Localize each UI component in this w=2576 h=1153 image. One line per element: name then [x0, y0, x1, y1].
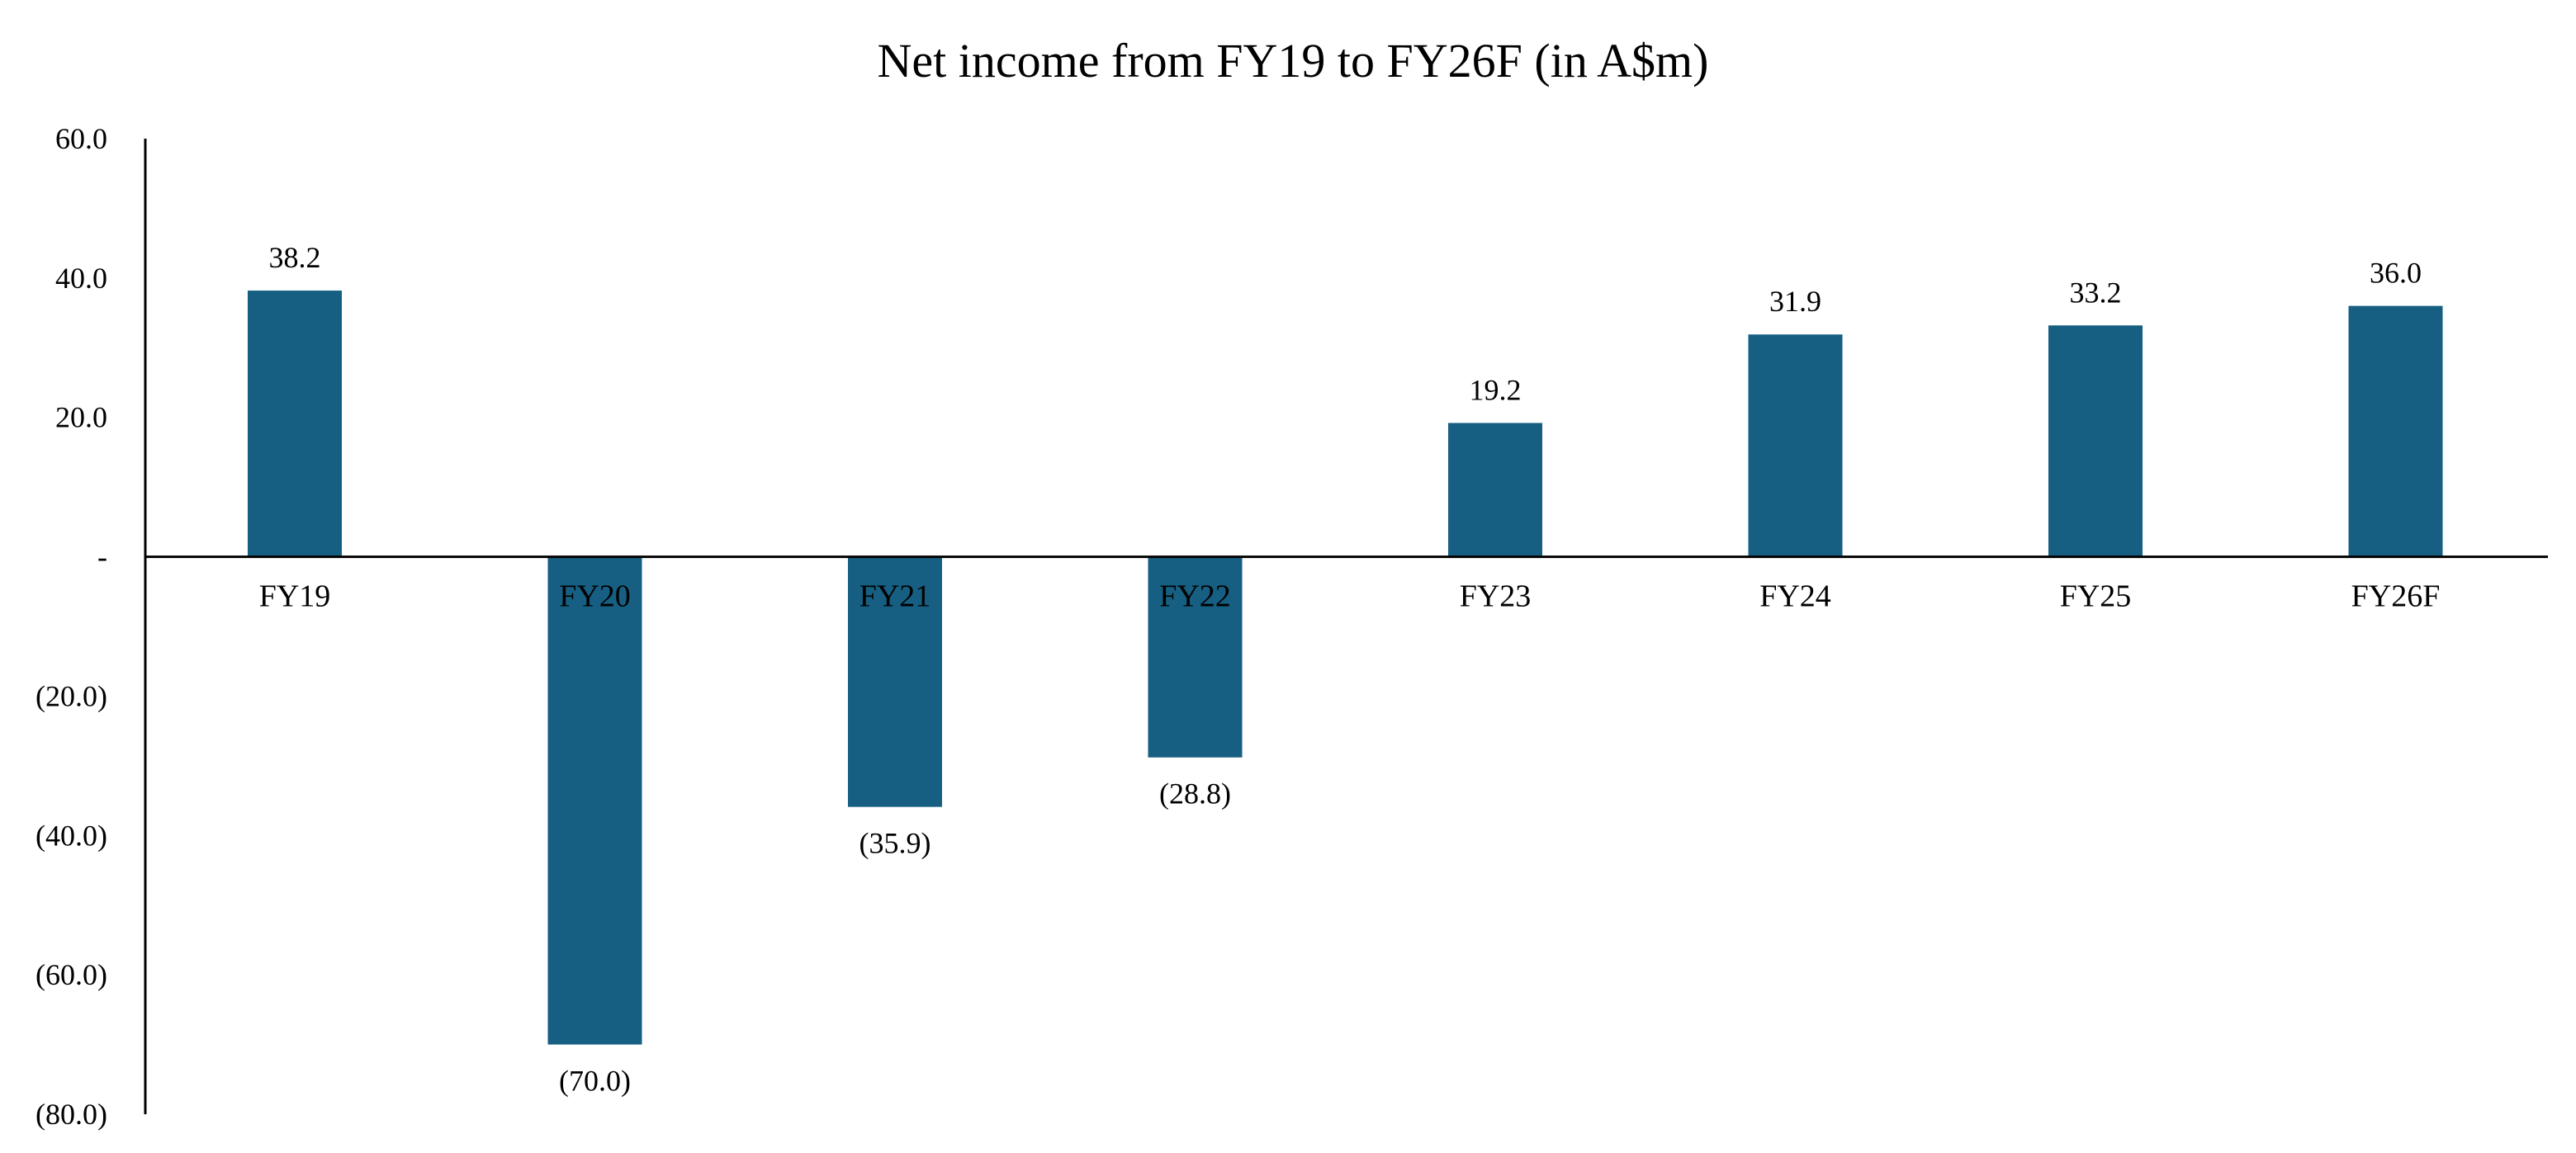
bar-FY22: [1148, 556, 1243, 758]
y-tick-label: (60.0): [36, 958, 107, 991]
bar-FY24: [1748, 334, 1843, 557]
x-tick-label-FY24: FY24: [1759, 579, 1831, 614]
x-tick-label-FY25: FY25: [2060, 579, 2132, 614]
bars-layer: [248, 291, 2443, 1045]
x-tick-label-FY19: FY19: [259, 579, 331, 614]
data-label-FY21: (35.9): [859, 827, 931, 860]
data-label-FY20: (70.0): [559, 1065, 631, 1098]
axis-layer: [144, 139, 2548, 1114]
y-tick-label: 20.0: [55, 401, 107, 434]
data-label-FY19: 38.2: [269, 241, 321, 274]
bar-FY25: [2048, 325, 2143, 557]
bar-FY19: [248, 291, 342, 557]
y-tick-label: -: [97, 541, 107, 574]
x-tick-label-FY22: FY22: [1159, 579, 1231, 614]
data-label-FY22: (28.8): [1159, 777, 1231, 810]
data-label-FY25: 33.2: [2070, 276, 2122, 309]
bar-FY21: [848, 556, 942, 807]
data-label-FY24: 31.9: [1769, 285, 1821, 318]
y-tick-label: (80.0): [36, 1098, 107, 1131]
y-tick-label: (40.0): [36, 819, 107, 852]
bar-FY26F: [2348, 305, 2443, 557]
chart-title: Net income from FY19 to FY26F (in A$m): [878, 34, 1709, 87]
x-tick-label-FY23: FY23: [1460, 579, 1532, 614]
x-tick-label-FY21: FY21: [859, 579, 931, 614]
y-tick-label: (20.0): [36, 679, 107, 712]
data-label-FY26F: 36.0: [2370, 257, 2422, 290]
x-tick-label-FY20: FY20: [559, 579, 631, 614]
labels-layer: 38.2 (70.0) (35.9) (28.8) 19.2 31.9 33.2 36.0 60…: [36, 122, 2440, 1131]
bar-FY23: [1448, 423, 1542, 557]
data-label-FY23: 19.2: [1470, 373, 1522, 406]
y-tick-label: 60.0: [55, 122, 107, 155]
y-tick-label: 40.0: [55, 262, 107, 295]
x-tick-label-FY26F: FY26F: [2351, 579, 2441, 614]
bar-FY20: [547, 556, 642, 1045]
